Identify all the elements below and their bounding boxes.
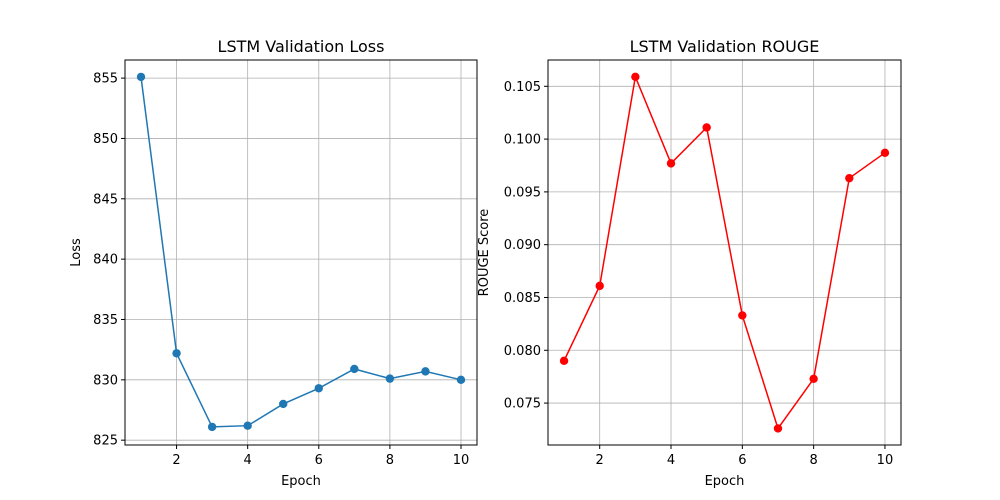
rouge-data-point bbox=[880, 148, 890, 158]
loss-data-point bbox=[136, 72, 146, 82]
rouge-data-point bbox=[666, 159, 676, 168]
loss-y-axis-label: Loss bbox=[69, 238, 84, 267]
loss-data-point bbox=[350, 364, 359, 374]
loss-data-point bbox=[243, 421, 252, 430]
loss-y-tick-label: 840 bbox=[93, 253, 118, 268]
rouge-data-point bbox=[631, 72, 640, 81]
rouge-y-tick-label: 0.075 bbox=[504, 397, 541, 412]
loss-x-tick-label: 4 bbox=[244, 453, 252, 468]
rouge-series bbox=[559, 72, 890, 433]
rouge-chart-title: LSTM Validation ROUGE bbox=[630, 37, 820, 56]
rouge-series-line bbox=[563, 74, 886, 431]
rouge-data-point bbox=[845, 173, 854, 183]
rouge-y-tick-label: 0.085 bbox=[504, 291, 541, 306]
loss-y-tick-label: 845 bbox=[93, 192, 118, 207]
loss-y-tick-label: 850 bbox=[93, 132, 118, 147]
loss-data-point bbox=[385, 374, 395, 383]
loss-data-point bbox=[172, 349, 181, 358]
rouge-plot-frame bbox=[547, 59, 902, 446]
loss-ticks: 2 4 6 8 10 825 830 835 840 845 850 855 bbox=[93, 72, 469, 468]
loss-data-point bbox=[207, 422, 217, 432]
rouge-y-tick-label: 0.100 bbox=[504, 133, 541, 148]
loss-data-point bbox=[456, 375, 466, 385]
loss-chart-title: LSTM Validation Loss bbox=[218, 37, 385, 56]
loss-x-tick-label: 8 bbox=[386, 453, 394, 468]
rouge-data-point bbox=[595, 281, 604, 291]
loss-plot-frame bbox=[124, 59, 478, 446]
rouge-data-point bbox=[773, 424, 783, 433]
rouge-x-tick-label: 6 bbox=[738, 453, 746, 468]
loss-x-tick-label: 6 bbox=[315, 453, 323, 468]
rouge-x-tick-label: 8 bbox=[810, 453, 818, 468]
loss-series-line bbox=[140, 76, 462, 428]
loss-y-tick-label: 835 bbox=[93, 313, 118, 328]
rouge-y-tick-label: 0.090 bbox=[504, 238, 541, 253]
rouge-data-point bbox=[809, 374, 818, 383]
loss-data-point bbox=[279, 399, 288, 409]
rouge-x-tick-label: 10 bbox=[877, 453, 894, 468]
loss-series bbox=[136, 72, 466, 432]
rouge-y-tick-label: 0.105 bbox=[504, 80, 541, 95]
rouge-x-tick-label: 4 bbox=[667, 453, 675, 468]
rouge-y-tick-label: 0.095 bbox=[504, 185, 541, 200]
rouge-x-axis-label: Epoch bbox=[705, 474, 745, 489]
loss-data-point bbox=[421, 367, 430, 376]
rouge-data-point bbox=[738, 311, 747, 320]
loss-y-tick-label: 855 bbox=[93, 72, 118, 87]
loss-x-tick-label: 10 bbox=[453, 453, 470, 468]
rouge-x-tick-label: 2 bbox=[596, 453, 604, 468]
loss-data-point bbox=[314, 384, 323, 393]
loss-y-tick-label: 825 bbox=[93, 434, 118, 449]
rouge-grid bbox=[548, 60, 901, 445]
rouge-data-point bbox=[702, 123, 711, 132]
rouge-data-point bbox=[559, 356, 569, 366]
rouge-chart: 2 4 6 8 10 0.075 0.080 0.085 0.090 0.095 0.100 0.10… bbox=[477, 37, 902, 489]
loss-grid bbox=[125, 60, 477, 445]
loss-chart: 2 4 6 8 10 825 830 835 840 845 850 855 LSTM Validat… bbox=[69, 37, 478, 489]
rouge-ticks: 2 4 6 8 10 0.075 0.080 0.085 0.090 0.095 0.100 0.10… bbox=[504, 80, 893, 468]
loss-y-tick-label: 830 bbox=[93, 373, 118, 388]
loss-x-axis-label: Epoch bbox=[281, 474, 321, 489]
rouge-y-tick-label: 0.080 bbox=[504, 344, 541, 359]
loss-x-tick-label: 2 bbox=[172, 453, 180, 468]
rouge-y-axis-label: ROUGE Score bbox=[477, 209, 492, 297]
